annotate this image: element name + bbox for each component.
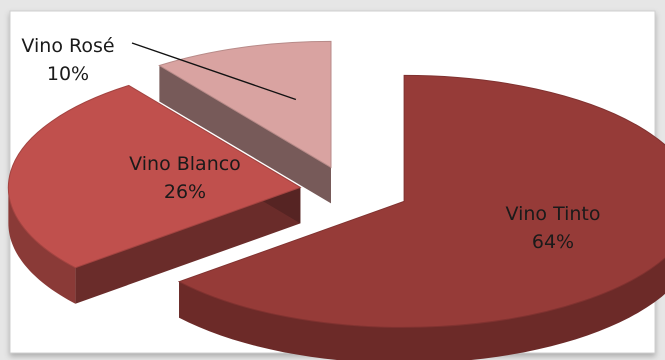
- slice-wall: [75, 187, 301, 304]
- slice-top: [177, 74, 665, 328]
- slice-name-label: Vino Rosé: [21, 35, 114, 57]
- slice-rim: [179, 257, 665, 360]
- slice-percent-label: 64%: [532, 231, 574, 253]
- slice-name-label: Vino Tinto: [506, 203, 601, 225]
- pie-slice-vino-blanco: [7, 84, 302, 304]
- slice-top: [7, 84, 302, 269]
- slice-name-label: Vino Blanco: [129, 153, 241, 175]
- pie-slice-vino-rose: [158, 40, 332, 204]
- slice-rim: [8, 187, 76, 304]
- pie-slice-vino-tinto: [177, 74, 665, 360]
- slice-percent-label: 26%: [164, 181, 206, 203]
- leader-line: [131, 42, 297, 101]
- slice-top: [158, 40, 332, 169]
- slice-percent-label: 10%: [47, 63, 89, 85]
- slice-wall: [159, 65, 332, 204]
